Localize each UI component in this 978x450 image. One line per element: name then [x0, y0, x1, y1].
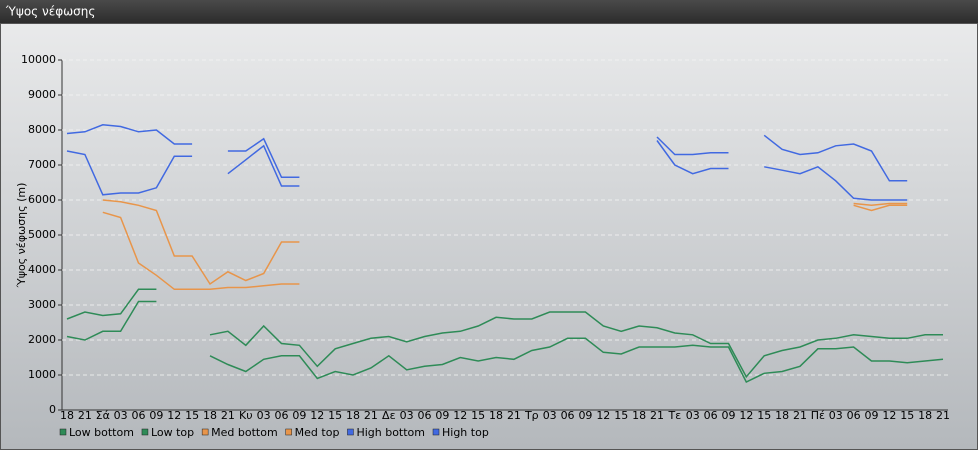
x-tick-label: 06 [275, 409, 289, 422]
x-tick-label: 03 [829, 409, 843, 422]
series-line [102, 199, 908, 286]
series-line [102, 204, 908, 291]
x-tick-label: 12 [739, 409, 753, 422]
x-tick-label: 09 [864, 409, 878, 422]
x-tick-label: 18 [346, 409, 360, 422]
legend-label: Low top [151, 426, 194, 439]
x-tick-label: 06 [418, 409, 432, 422]
y-tick-label: 7000 [28, 158, 56, 171]
x-tick-label: 12 [167, 409, 181, 422]
x-tick-label: Τρ [524, 409, 539, 422]
x-tick-label: 03 [543, 409, 557, 422]
x-tick-label: Σά [96, 409, 110, 422]
series-line [66, 288, 943, 379]
y-tick-label: 1000 [28, 368, 56, 381]
legend-label: High top [442, 426, 489, 439]
legend-label: Med top [295, 426, 340, 439]
x-tick-label: 03 [400, 409, 414, 422]
series-line [66, 124, 908, 182]
legend-label: Med bottom [211, 426, 278, 439]
x-tick-label: 18 [489, 409, 503, 422]
x-tick-label: 21 [78, 409, 92, 422]
x-tick-label: Κυ [239, 409, 253, 422]
x-tick-label: 03 [114, 409, 128, 422]
y-tick-label: 9000 [28, 88, 56, 101]
x-tick-label: 15 [614, 409, 628, 422]
x-tick-label: 12 [596, 409, 610, 422]
x-tick-label: 21 [364, 409, 378, 422]
x-tick-label: 21 [221, 409, 235, 422]
x-tick-label: 09 [721, 409, 735, 422]
series-line [66, 140, 908, 201]
x-tick-label: 09 [292, 409, 306, 422]
y-tick-label: 3000 [28, 298, 56, 311]
legend-label: High bottom [356, 426, 425, 439]
legend-swatch [141, 428, 149, 436]
x-tick-label: 21 [793, 409, 807, 422]
x-tick-label: 09 [149, 409, 163, 422]
series-line [66, 300, 944, 383]
x-tick-label: 18 [203, 409, 217, 422]
y-tick-label: 10000 [21, 53, 56, 66]
legend-swatch [201, 428, 209, 436]
x-tick-label: 15 [471, 409, 485, 422]
x-tick-label: 09 [435, 409, 449, 422]
legend-swatch [59, 428, 67, 436]
x-tick-label: Πέ [811, 409, 825, 422]
x-tick-label: 21 [936, 409, 950, 422]
x-tick-label: 03 [257, 409, 271, 422]
x-tick-label: 03 [686, 409, 700, 422]
x-tick-label: Δε [382, 409, 396, 422]
x-tick-label: 12 [882, 409, 896, 422]
x-tick-label: 18 [918, 409, 932, 422]
x-tick-label: 21 [650, 409, 664, 422]
title-bar [0, 0, 978, 23]
x-tick-label: 06 [704, 409, 718, 422]
y-tick-label: 8000 [28, 123, 56, 136]
y-tick-label: 4000 [28, 263, 56, 276]
x-tick-label: Τε [668, 409, 682, 422]
y-tick-label: 6000 [28, 193, 56, 206]
legend-swatch [285, 428, 292, 436]
window-title: Ύψος νέφωσης [5, 5, 95, 19]
x-tick-label: 15 [328, 409, 342, 422]
x-tick-label: 18 [60, 409, 74, 422]
x-tick-label: 21 [507, 409, 521, 422]
chart-panel [0, 23, 978, 450]
x-tick-label: 15 [757, 409, 771, 422]
y-tick-label: 2000 [28, 333, 56, 346]
y-tick-label: 5000 [28, 228, 56, 241]
x-tick-label: 18 [775, 409, 789, 422]
legend-swatch [432, 428, 440, 436]
y-axis-label: Ύψος νέφωσης (m) [15, 183, 28, 289]
x-tick-label: 09 [578, 409, 592, 422]
x-tick-label: 06 [847, 409, 861, 422]
legend-swatch [347, 428, 354, 436]
x-tick-label: 12 [453, 409, 467, 422]
x-tick-label: 12 [310, 409, 324, 422]
x-tick-label: 06 [561, 409, 575, 422]
x-tick-label: 06 [132, 409, 146, 422]
y-tick-label: 0 [49, 403, 56, 416]
x-tick-label: 18 [632, 409, 646, 422]
legend-label: Low bottom [69, 426, 134, 439]
x-tick-label: 15 [185, 409, 199, 422]
x-tick-label: 15 [900, 409, 914, 422]
